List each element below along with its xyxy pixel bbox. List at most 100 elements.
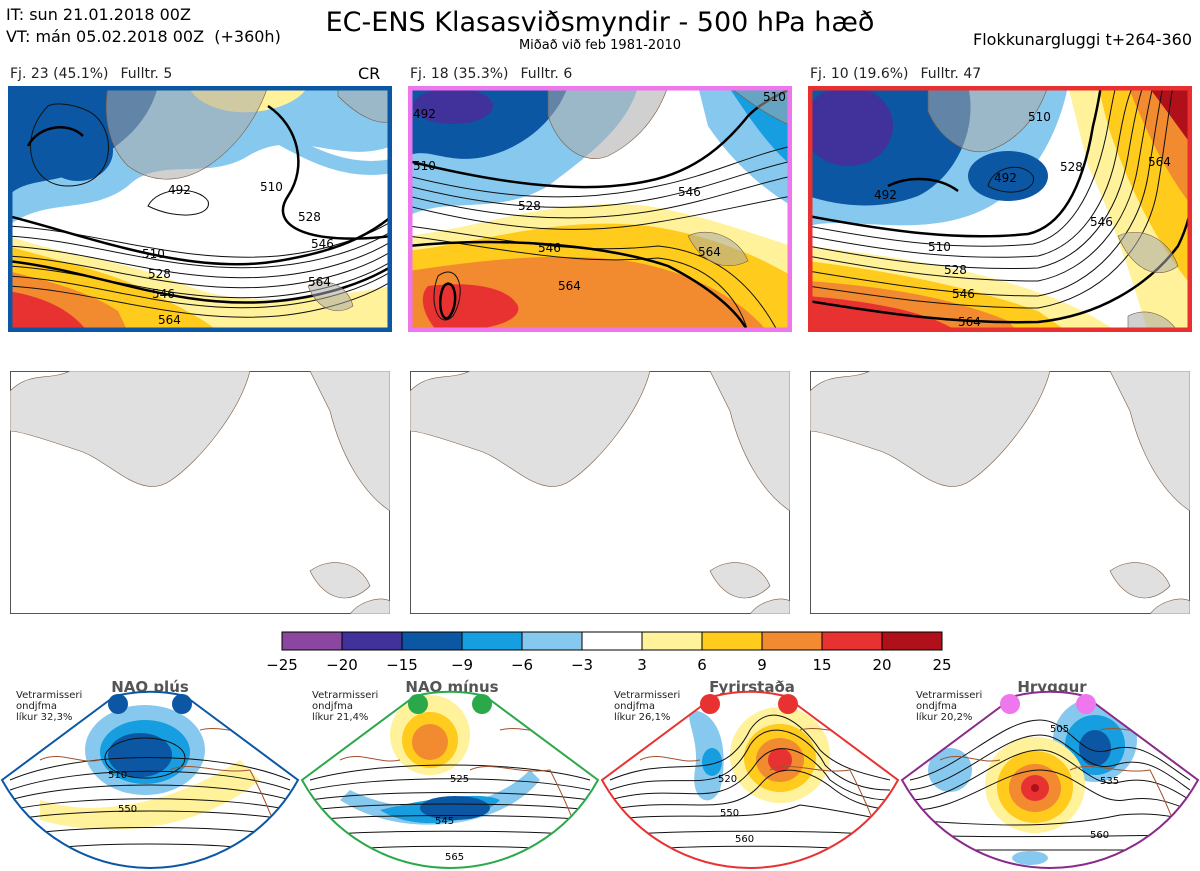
contour-label: 564 bbox=[698, 245, 721, 259]
cluster-1-map: 492 510 528 546 564 510 528 546 564 bbox=[8, 86, 392, 332]
regime-3-title: Fyrirstaða bbox=[709, 678, 795, 696]
contour-label: 564 bbox=[558, 279, 581, 293]
contour-label: 565 bbox=[445, 852, 464, 863]
colorbar-bin bbox=[761, 631, 823, 651]
colorbar-tick-label: −9 bbox=[451, 656, 473, 674]
valid-time: VT: mán 05.02.2018 00Z (+360h) bbox=[6, 27, 281, 46]
contour-label: 492 bbox=[413, 107, 436, 121]
colorbar-bin bbox=[701, 631, 763, 651]
contour-label: 510 bbox=[108, 770, 127, 781]
cluster-3-label: Fj. 10 (19.6%) Fulltr. 47 bbox=[810, 66, 993, 82]
contour-label: 546 bbox=[311, 237, 334, 251]
regime-4-marker bbox=[1076, 694, 1096, 714]
empty-map-3 bbox=[810, 371, 1190, 614]
colorbar-bin bbox=[881, 631, 943, 651]
colorbar-bin bbox=[641, 631, 703, 651]
regime-3-frame bbox=[600, 690, 900, 870]
contour-label: 510 bbox=[928, 240, 951, 254]
cluster-2-representative: Fulltr. 6 bbox=[520, 66, 573, 82]
colorbar-tick-label: 25 bbox=[932, 656, 951, 674]
colorbar-tick-label: 15 bbox=[812, 656, 831, 674]
regime-2-frame bbox=[300, 690, 600, 870]
contour-label: 510 bbox=[260, 180, 283, 194]
colorbar-bin bbox=[461, 631, 523, 651]
cluster-1-frequency: Fj. 23 (45.1%) bbox=[10, 66, 109, 82]
contour-label: 510 bbox=[413, 159, 436, 173]
colorbar-tick-label: −15 bbox=[386, 656, 418, 674]
cluster-3-frame bbox=[808, 86, 1192, 332]
colorbar-bin bbox=[401, 631, 463, 651]
page-subtitle: Miðað við feb 1981-2010 bbox=[518, 38, 682, 53]
cluster-3-contour-labels: 492 510 528 546 564 492 510 528 546 564 bbox=[874, 110, 1171, 329]
regime-4-note: Vetrarmisseri ondjfma líkur 20,2% bbox=[916, 690, 983, 723]
contour-label: 535 bbox=[1100, 776, 1119, 787]
colorbar-ticks: −25 −20 −15 −9 −6 −3 3 6 9 15 20 25 bbox=[266, 656, 951, 674]
cluster-2-label: Fj. 18 (35.3%) Fulltr. 6 bbox=[410, 66, 584, 82]
cluster-1-contour-labels: 492 510 528 546 564 510 528 546 564 bbox=[142, 180, 334, 327]
contour-label: 492 bbox=[168, 183, 191, 197]
cluster-3-map: 492 510 528 546 564 492 510 528 546 564 bbox=[808, 86, 1192, 332]
regime-2-note: Vetrarmisseri ondjfma líkur 21,4% bbox=[312, 690, 379, 723]
contour-label: 492 bbox=[994, 171, 1017, 185]
colorbar-bin bbox=[341, 631, 403, 651]
colorbar-tick-label: −25 bbox=[266, 656, 298, 674]
cluster-2-contour-labels: 492 510 528 546 564 546 564 510 bbox=[413, 90, 786, 293]
regime-2-marker bbox=[408, 694, 428, 714]
run-info: IT: sun 21.01.2018 00Z VT: mán 05.02.2018… bbox=[6, 4, 281, 48]
contour-label: 528 bbox=[1060, 160, 1083, 174]
cluster-3-frequency: Fj. 10 (19.6%) bbox=[810, 66, 909, 82]
regime-1-title: NAO plús bbox=[111, 678, 189, 696]
contour-label: 545 bbox=[435, 816, 454, 827]
regime-3-map: 520 550 560 bbox=[600, 690, 900, 870]
classification-window: Flokkunargluggi t+264-360 bbox=[973, 30, 1192, 49]
cluster-2-frame bbox=[408, 86, 792, 332]
colorbar-tick-label: 6 bbox=[697, 656, 707, 674]
regime-2-title: NAO mínus bbox=[405, 678, 499, 696]
cluster-2-map: 492 510 528 546 564 546 564 510 bbox=[408, 86, 792, 332]
initial-time: IT: sun 21.01.2018 00Z bbox=[6, 5, 191, 24]
regime-3-note: Vetrarmisseri ondjfma líkur 26,1% bbox=[614, 690, 681, 723]
contour-label: 525 bbox=[450, 774, 469, 785]
contour-label: 510 bbox=[142, 247, 165, 261]
cluster-3-representative: Fulltr. 47 bbox=[920, 66, 982, 82]
page-title: EC-ENS Klasasviðsmyndir - 500 hPa hæð bbox=[325, 7, 875, 38]
cluster-2-frequency: Fj. 18 (35.3%) bbox=[410, 66, 509, 82]
contour-label: 510 bbox=[763, 90, 786, 104]
contour-label: 546 bbox=[152, 287, 175, 301]
contour-label: 546 bbox=[678, 185, 701, 199]
empty-map-1 bbox=[10, 371, 390, 614]
contour-label: 560 bbox=[1090, 830, 1109, 841]
colorbar-tick-label: 20 bbox=[872, 656, 891, 674]
contour-label: 528 bbox=[944, 263, 967, 277]
colorbar-tick-label: −20 bbox=[326, 656, 358, 674]
contour-label: 560 bbox=[735, 834, 754, 845]
contour-label: 528 bbox=[298, 210, 321, 224]
contour-label: 505 bbox=[1050, 724, 1069, 735]
contour-label: 546 bbox=[952, 287, 975, 301]
empty-map-2 bbox=[410, 371, 790, 614]
regime-1-frame bbox=[0, 690, 300, 870]
regime-1-marker bbox=[108, 694, 128, 714]
regime-1-map: 510 550 bbox=[0, 690, 300, 870]
cluster-1-frame bbox=[8, 86, 392, 332]
contour-label: 550 bbox=[720, 808, 739, 819]
regime-3-marker bbox=[778, 694, 798, 714]
colorbar-tick-label: 9 bbox=[757, 656, 767, 674]
cluster-1-label: Fj. 23 (45.1%) Fulltr. 5 bbox=[10, 66, 184, 82]
colorbar: −25 −20 −15 −9 −6 −3 3 6 9 15 20 25 bbox=[266, 631, 952, 674]
regime-4-title: Hryggur bbox=[1017, 678, 1087, 696]
regime-4-marker bbox=[1000, 694, 1020, 714]
cluster-1-representative: Fulltr. 5 bbox=[120, 66, 173, 82]
contour-label: 564 bbox=[958, 315, 981, 329]
regime-4-map: 505 535 560 bbox=[900, 690, 1200, 870]
regime-2-map: 525 545 565 bbox=[300, 690, 600, 870]
regime-3-marker bbox=[700, 694, 720, 714]
contour-label: 510 bbox=[1028, 110, 1051, 124]
colorbar-tick-label: −6 bbox=[511, 656, 533, 674]
colorbar-bin bbox=[521, 631, 583, 651]
colorbar-tick-label: −3 bbox=[571, 656, 593, 674]
contour-label: 492 bbox=[874, 188, 897, 202]
regime-1-marker bbox=[172, 694, 192, 714]
colorbar-tick-label: 3 bbox=[637, 656, 647, 674]
contour-label: 528 bbox=[518, 199, 541, 213]
